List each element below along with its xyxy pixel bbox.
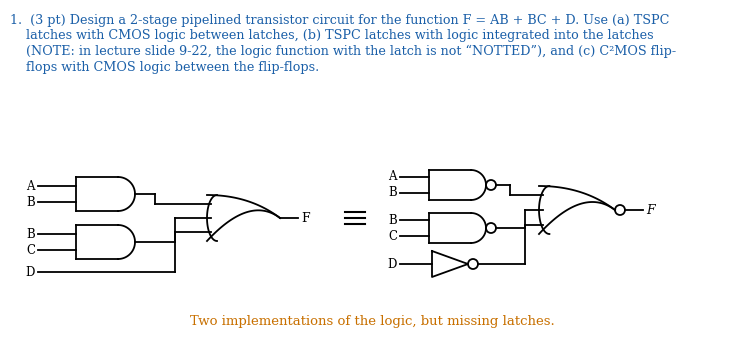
Text: flops with CMOS logic between the flip-flops.: flops with CMOS logic between the flip-f…	[10, 61, 320, 73]
Text: B: B	[388, 214, 397, 226]
Text: Two implementations of the logic, but missing latches.: Two implementations of the logic, but mi…	[190, 316, 554, 328]
Text: D: D	[387, 257, 397, 271]
Text: B: B	[26, 227, 35, 240]
Text: C: C	[388, 230, 397, 242]
Text: (NOTE: in lecture slide 9-22, the logic function with the latch is not “NOTTED”): (NOTE: in lecture slide 9-22, the logic …	[10, 45, 676, 58]
Text: latches with CMOS logic between latches, (b) TSPC latches with logic integrated : latches with CMOS logic between latches,…	[10, 30, 653, 42]
Text: A: A	[388, 170, 397, 184]
Text: B: B	[26, 195, 35, 208]
Text: C: C	[26, 243, 35, 256]
Text: F: F	[301, 211, 310, 224]
Text: A: A	[27, 180, 35, 192]
Text: B: B	[388, 187, 397, 200]
Text: D: D	[25, 266, 35, 278]
Text: 1.  (3 pt) Design a 2-stage pipelined transistor circuit for the function F = AB: 1. (3 pt) Design a 2-stage pipelined tra…	[10, 14, 669, 27]
Text: F: F	[646, 204, 655, 217]
